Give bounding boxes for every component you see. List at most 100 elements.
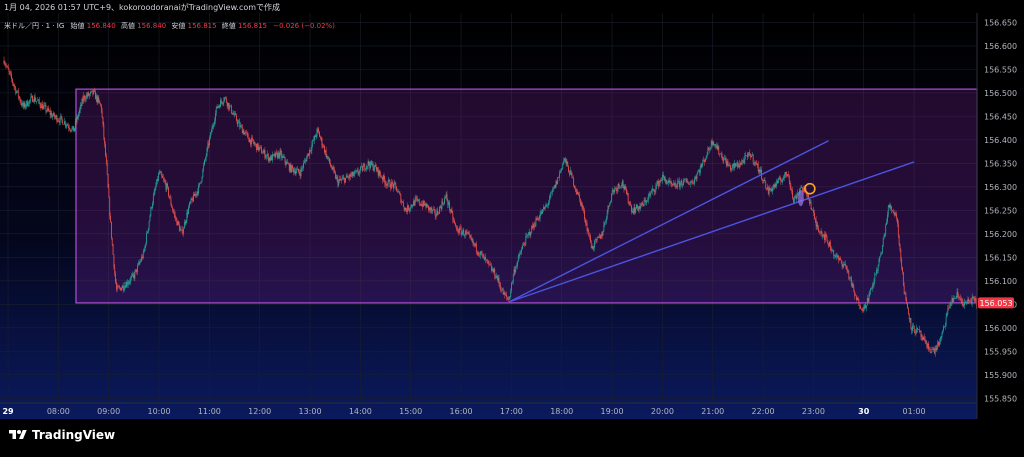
range-rectangle[interactable] xyxy=(75,88,978,304)
candle-body xyxy=(798,192,799,194)
candle-body xyxy=(835,256,837,257)
candle-body xyxy=(904,293,906,295)
candle-body xyxy=(923,337,924,341)
candle-body xyxy=(374,164,376,169)
candle-body xyxy=(788,174,789,176)
candle-body xyxy=(196,191,198,195)
candle-body xyxy=(319,132,320,137)
candle-body xyxy=(241,125,242,127)
candle-body xyxy=(53,113,55,118)
candle-body xyxy=(186,212,188,221)
candle-body xyxy=(156,179,158,187)
candle-body xyxy=(711,140,713,145)
candle-body xyxy=(604,222,606,225)
candle-body xyxy=(965,301,967,304)
candle-body xyxy=(924,339,926,342)
candle-body xyxy=(578,192,580,195)
candle-body xyxy=(514,269,516,273)
candle-body xyxy=(226,102,228,107)
legend: 米ドル／円 · 1 · IG 始値 156.840 高値 156.840 安値 … xyxy=(4,21,335,30)
candle-body xyxy=(849,277,851,279)
candle-body xyxy=(175,217,177,219)
candle-body xyxy=(733,164,735,168)
candle-body xyxy=(773,185,775,187)
candle-body xyxy=(469,233,471,236)
candle-body xyxy=(860,308,862,310)
candle-body xyxy=(496,275,498,280)
candle-body xyxy=(74,127,75,132)
candle-body xyxy=(133,275,135,279)
price-chart[interactable]: 156.650 156.600 156.550 156.500 156.450 156.4… xyxy=(0,0,1024,420)
candle-body xyxy=(105,155,107,163)
candle-body xyxy=(862,310,864,311)
candle-body xyxy=(6,66,8,67)
candle-body xyxy=(457,228,459,233)
candle-body xyxy=(871,288,872,290)
candle-body xyxy=(372,163,374,171)
candle-body xyxy=(449,209,451,212)
candle-body xyxy=(974,297,976,302)
candle-body xyxy=(381,176,382,178)
candle-body xyxy=(678,180,679,182)
candle-body xyxy=(112,244,114,255)
candle-body xyxy=(709,148,711,150)
candle-body xyxy=(832,249,834,251)
candle-body xyxy=(965,301,966,304)
candle-body xyxy=(914,332,916,334)
candle-body xyxy=(500,285,502,291)
candle-body xyxy=(907,308,909,314)
candle-body xyxy=(880,254,882,256)
candle-body xyxy=(53,113,54,116)
candle-body xyxy=(431,208,433,212)
candle-body xyxy=(582,206,584,210)
candle-body xyxy=(741,162,742,165)
candle-body xyxy=(312,139,314,145)
legend-open-value: 156.840 xyxy=(87,22,116,30)
candle-body xyxy=(527,235,528,236)
candle-body xyxy=(751,155,752,158)
candle-body xyxy=(631,210,633,212)
time-axis[interactable]: 29 08:00 09:00 10:00 11:00 12:00 13:00 14:00 15:… xyxy=(2,407,925,416)
candle-body xyxy=(63,124,64,125)
candle-body xyxy=(298,171,300,174)
candle-body xyxy=(347,176,349,178)
candle-body xyxy=(839,258,840,261)
candle-body xyxy=(334,169,335,173)
candle-body xyxy=(401,201,403,203)
candle-body xyxy=(220,100,221,108)
tradingview-logo[interactable]: TradingView xyxy=(8,428,115,442)
candle-body xyxy=(229,105,231,109)
circle-marker[interactable] xyxy=(804,182,816,195)
candle-body xyxy=(11,74,12,79)
candle-body xyxy=(661,180,663,182)
candle-body xyxy=(659,180,661,183)
candle-body xyxy=(293,168,294,173)
candle-body xyxy=(341,178,343,180)
candle-body xyxy=(477,252,479,255)
candle-body xyxy=(132,274,134,276)
candle-body xyxy=(241,126,243,134)
candle-body xyxy=(864,304,866,306)
candle-body xyxy=(944,326,945,327)
trendline-2[interactable] xyxy=(508,161,915,303)
candle-body xyxy=(107,174,109,188)
candle-body xyxy=(136,265,138,273)
candle-body xyxy=(250,139,252,145)
candle-body xyxy=(230,105,231,107)
candle-body xyxy=(801,187,803,188)
candle-body xyxy=(812,210,814,211)
range-box-layer[interactable] xyxy=(75,88,978,304)
candle-body xyxy=(777,180,778,183)
trendline-1[interactable] xyxy=(508,140,829,303)
candle-body xyxy=(121,288,122,291)
legend-high-label: 高値 xyxy=(121,21,135,30)
candle-body xyxy=(140,260,142,262)
ellipse-marker[interactable] xyxy=(797,190,804,207)
candle-body xyxy=(176,218,178,226)
candle-body xyxy=(834,255,835,256)
candle-body xyxy=(4,63,6,65)
drawing-layer[interactable] xyxy=(508,140,977,303)
candle-body xyxy=(413,200,414,207)
candle-body xyxy=(189,202,191,203)
candle-body xyxy=(686,180,688,182)
